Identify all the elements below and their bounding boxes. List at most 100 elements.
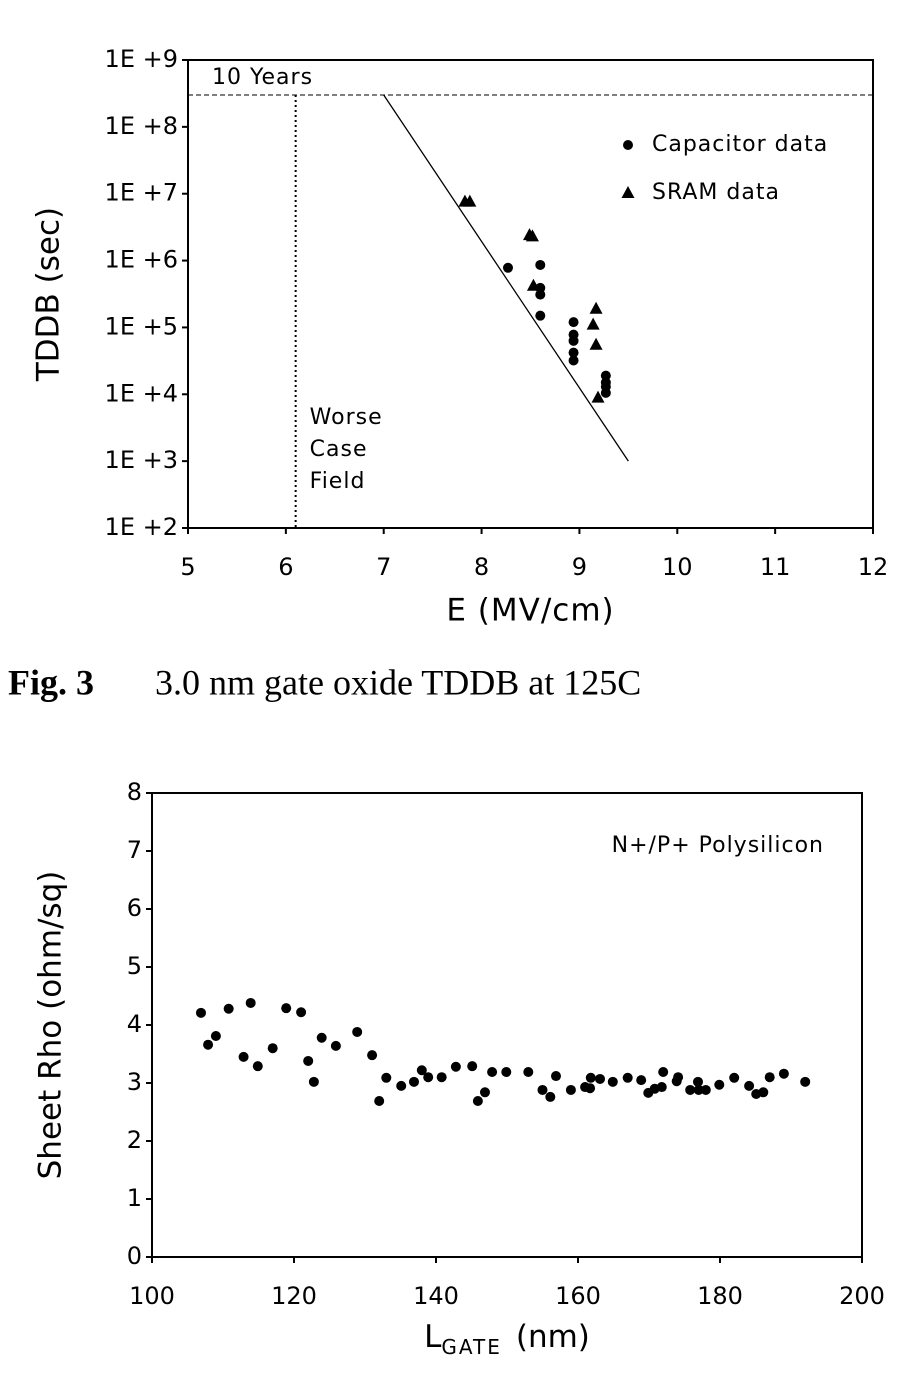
x-tick-label: 140 <box>413 1282 459 1310</box>
y-tick-label: 0 <box>127 1242 142 1270</box>
circle-marker <box>303 1055 314 1066</box>
circle-marker <box>252 1061 263 1072</box>
circle-marker <box>238 1051 249 1062</box>
circle-marker <box>550 1071 561 1082</box>
circle-marker <box>416 1065 427 1076</box>
circle-marker <box>472 1095 483 1106</box>
circle-marker <box>223 1003 234 1014</box>
circle-marker <box>729 1072 740 1083</box>
circle-marker <box>585 1083 596 1094</box>
caption-label: Fig. 3 <box>8 662 94 702</box>
circle-marker <box>778 1068 789 1079</box>
circle-marker <box>436 1072 447 1083</box>
fit-line <box>383 94 629 462</box>
circle-marker <box>316 1032 327 1043</box>
circle-marker <box>714 1079 725 1090</box>
vertical-label: Field <box>310 469 366 494</box>
x-tick-label: 200 <box>839 1282 885 1310</box>
y-tick-label: 8 <box>127 778 142 806</box>
x-tick-label: 11 <box>760 553 791 581</box>
x-label-unit: (nm) <box>516 1319 590 1355</box>
x-tick-label: 12 <box>858 553 889 581</box>
circle-marker <box>408 1076 419 1087</box>
circle-marker <box>568 335 579 346</box>
x-label-sub: GATE <box>441 1335 501 1359</box>
circle-marker <box>600 370 611 381</box>
circle-marker <box>658 1066 669 1077</box>
y-tick-label: 3 <box>127 1068 142 1096</box>
circle-marker <box>523 1066 534 1077</box>
circle-marker <box>487 1066 498 1077</box>
plot-frame <box>151 792 863 1258</box>
annotation: N+/P+ Polysilicon <box>612 833 824 858</box>
x-label-main: L <box>424 1319 442 1355</box>
x-tick-label: 10 <box>662 553 693 581</box>
circle-marker <box>535 289 546 300</box>
circle-marker <box>195 1007 206 1018</box>
triangle-marker <box>463 194 477 207</box>
circle-marker <box>568 347 579 358</box>
circle-marker <box>692 1076 703 1087</box>
circle-marker <box>568 317 579 328</box>
circle-marker <box>636 1075 647 1086</box>
x-tick-label: 6 <box>278 553 293 581</box>
circle-marker <box>502 262 513 273</box>
triangle-marker <box>526 278 540 291</box>
circle-marker <box>308 1076 319 1087</box>
triangle-marker <box>621 186 635 198</box>
x-tick-label: 160 <box>555 1282 601 1310</box>
circle-marker <box>381 1072 392 1083</box>
x-tick-label: 7 <box>376 553 391 581</box>
triangle-marker <box>586 317 600 330</box>
y-tick-label: 1E +4 <box>105 379 178 407</box>
triangle-marker <box>589 337 603 350</box>
circle-marker <box>535 259 546 270</box>
legend-label: Capacitor data <box>652 132 828 157</box>
circle-marker <box>330 1040 341 1051</box>
circle-marker <box>203 1039 214 1050</box>
circle-marker <box>685 1084 696 1095</box>
y-axis-label: TDDB (sec) <box>31 207 67 382</box>
circle-marker <box>623 140 633 150</box>
y-tick-label: 1 <box>127 1184 142 1212</box>
circle-marker <box>281 1003 292 1014</box>
y-tick-label: 1E +9 <box>105 45 178 73</box>
circle-marker <box>479 1087 490 1098</box>
x-tick-label: 120 <box>271 1282 317 1310</box>
reference-label: 10 Years <box>212 65 313 90</box>
caption-text: 3.0 nm gate oxide TDDB at 125C <box>155 662 641 702</box>
x-tick-label: 100 <box>129 1282 175 1310</box>
triangle-marker <box>591 390 605 403</box>
circle-marker <box>693 1084 704 1095</box>
circle-marker <box>656 1082 667 1093</box>
circle-marker <box>800 1076 811 1087</box>
x-axis-label: E (MV/cm) <box>446 593 614 629</box>
y-tick-label: 1E +8 <box>105 112 178 140</box>
circle-marker <box>423 1072 434 1083</box>
circle-marker <box>367 1050 378 1061</box>
circle-marker <box>374 1095 385 1106</box>
plot-frame <box>187 59 874 529</box>
y-tick-label: 1E +6 <box>105 246 178 274</box>
y-tick-label: 2 <box>127 1126 142 1154</box>
y-tick-label: 1E +2 <box>105 513 178 541</box>
circle-marker <box>467 1061 478 1072</box>
y-tick-label: 1E +7 <box>105 179 178 207</box>
circle-marker <box>600 387 611 398</box>
triangle-marker <box>525 229 539 242</box>
circle-marker <box>545 1091 556 1102</box>
circle-marker <box>568 355 579 366</box>
y-tick-label: 1E +3 <box>105 446 178 474</box>
y-tick-label: 4 <box>127 1010 142 1038</box>
circle-marker <box>758 1087 769 1098</box>
x-tick-label: 9 <box>572 553 587 581</box>
triangle-marker <box>589 301 603 314</box>
y-axis-label: Sheet Rho (ohm/sq) <box>33 871 69 1180</box>
circle-marker <box>595 1073 606 1084</box>
circle-marker <box>622 1072 633 1083</box>
y-tick-label: 6 <box>127 894 142 922</box>
circle-marker <box>585 1072 596 1083</box>
x-tick-label: 8 <box>474 553 489 581</box>
circle-marker <box>700 1084 711 1095</box>
y-tick-label: 1E +5 <box>105 312 178 340</box>
